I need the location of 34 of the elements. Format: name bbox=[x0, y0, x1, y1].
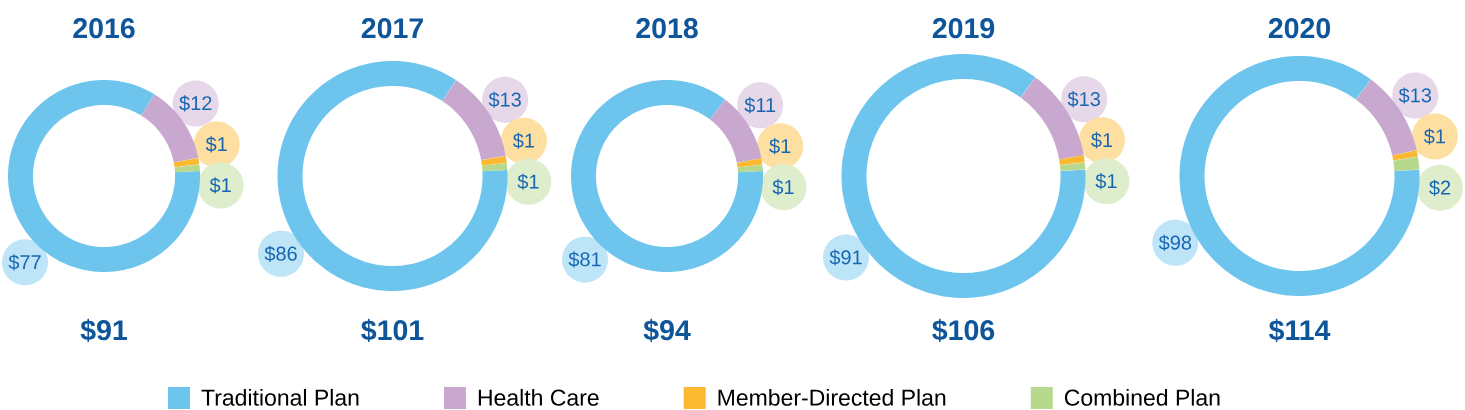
data-label: $13 bbox=[1398, 87, 1432, 104]
data-label: $2 bbox=[1429, 179, 1451, 196]
chart-title: 2020 bbox=[1268, 18, 1331, 39]
data-label: $11 bbox=[744, 97, 776, 114]
data-label: $1 bbox=[1423, 128, 1446, 145]
data-label: $91 bbox=[829, 249, 862, 266]
data-label: $1 bbox=[209, 177, 231, 194]
chart-title: 2019 bbox=[932, 18, 995, 39]
data-label: $1 bbox=[512, 132, 534, 149]
data-label: $81 bbox=[568, 251, 601, 268]
data-label: $12 bbox=[179, 95, 212, 112]
chart-title: 2017 bbox=[361, 18, 423, 39]
text: $114 bbox=[1268, 318, 1331, 343]
data-label: $1 bbox=[517, 173, 539, 190]
legend-label: Member-Directed Plan bbox=[718, 388, 946, 406]
data-label: $77 bbox=[8, 254, 41, 271]
text: $94 bbox=[643, 318, 691, 343]
data-label: $13 bbox=[1067, 91, 1100, 108]
data-label: $1 bbox=[769, 138, 791, 155]
data-label: $1 bbox=[205, 136, 227, 153]
legend-label: Combined Plan bbox=[1064, 388, 1220, 406]
data-label: $98 bbox=[1158, 234, 1192, 251]
data-label: $1 bbox=[772, 179, 794, 196]
text: $106 bbox=[932, 318, 995, 343]
legend-label: Health Care bbox=[478, 388, 599, 406]
text: $101 bbox=[361, 318, 424, 343]
text: $91 bbox=[80, 318, 127, 343]
chart-title: 2016 bbox=[73, 18, 135, 39]
data-label: $1 bbox=[1095, 173, 1117, 190]
legend-label: Traditional Plan bbox=[201, 388, 359, 406]
data-label: $86 bbox=[264, 245, 297, 262]
data-label: $13 bbox=[488, 91, 521, 108]
chart-title: 2018 bbox=[636, 18, 698, 39]
data-label: $1 bbox=[1091, 132, 1113, 149]
